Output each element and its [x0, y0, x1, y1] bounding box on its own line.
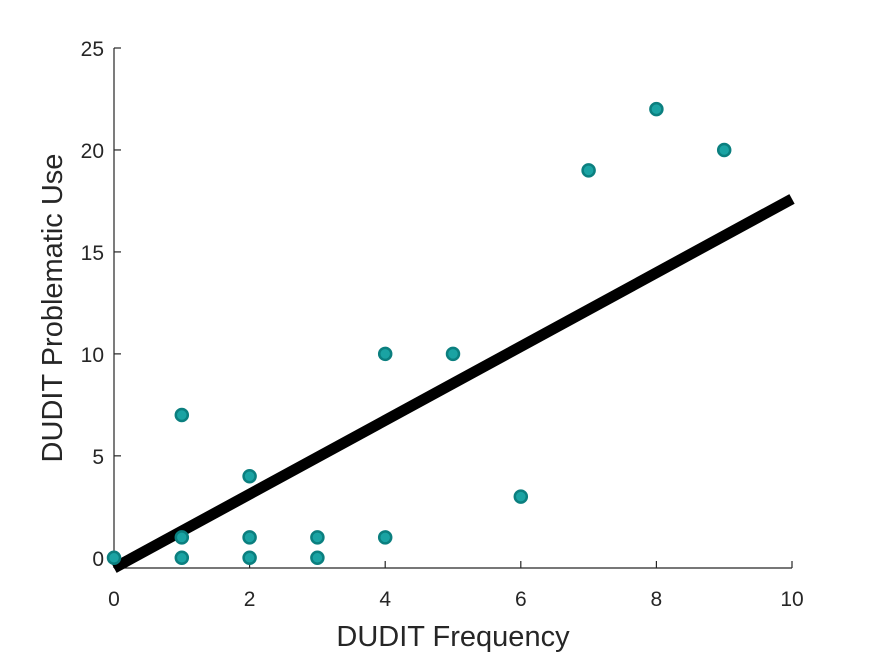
data-point [242, 468, 257, 484]
x-tick-label: 0 [108, 588, 120, 611]
axes [113, 48, 792, 569]
data-point [174, 550, 190, 566]
y-tick-label: 20 [81, 140, 104, 163]
data-point [242, 530, 257, 545]
x-tick-label: 2 [244, 588, 256, 611]
y-ticks: 0 5 10 15 20 25 [81, 38, 121, 571]
x-tick-label: 6 [515, 588, 527, 611]
fit-line [111, 194, 795, 573]
data-point [445, 346, 461, 362]
x-tick-label: 10 [780, 588, 803, 611]
data-point [106, 550, 122, 566]
x-tick-label: 8 [651, 588, 663, 611]
data-point [581, 163, 596, 178]
x-tick-label: 4 [379, 588, 391, 611]
y-tick-label: 25 [81, 38, 104, 61]
data-point [242, 550, 257, 566]
fit-line-layer [111, 194, 795, 573]
y-tick-label: 15 [81, 242, 104, 265]
y-tick-label: 5 [92, 446, 104, 469]
data-point [174, 530, 190, 545]
data-points [106, 101, 732, 566]
data-point [174, 407, 190, 423]
data-point [310, 550, 325, 566]
data-point [649, 101, 664, 117]
data-point [716, 142, 732, 158]
y-tick-label: 0 [92, 548, 104, 571]
x-ticks: 0 2 4 6 8 10 [108, 561, 804, 611]
data-point [310, 530, 325, 545]
data-point [513, 489, 529, 504]
y-tick-label: 10 [81, 344, 104, 367]
x-axis-title: DUDIT Frequency [336, 621, 570, 653]
data-point [377, 530, 393, 545]
y-axis-title: DUDIT Problematic Use [37, 154, 69, 463]
data-point [377, 346, 393, 362]
